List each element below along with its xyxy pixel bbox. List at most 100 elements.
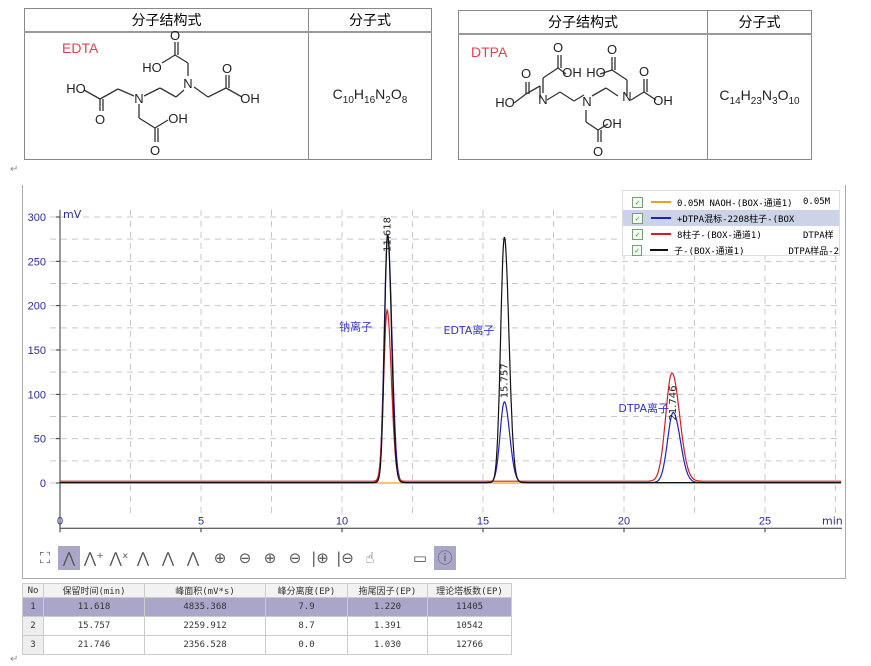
chromatogram-panel (22, 185, 846, 579)
zoom-in-y-icon[interactable]: |⊕ (311, 549, 329, 567)
chromatogram-chart[interactable]: 0 50 100 150 200 250 300 0 5 10 15 20 25 mV min 11.618 1… (0, 0, 871, 540)
bond-line (525, 85, 541, 95)
atom-label: N (183, 76, 192, 91)
series-line (60, 234, 842, 484)
atom-label: O (95, 112, 105, 127)
table-cell: 1 (22, 597, 44, 617)
legend-swatch (651, 201, 671, 203)
bond-line (154, 119, 169, 129)
pan-hand-icon[interactable]: ☝ (365, 549, 375, 567)
column-header[interactable]: 峰分离度(EP) (265, 583, 348, 598)
column-header[interactable]: 拖尾因子(EP) (347, 583, 428, 598)
legend-swatch (650, 249, 669, 251)
atom-label: N (622, 89, 631, 104)
peak-results-table: No 保留时间(min) 峰面积(mV*s) 峰分离度(EP) 拖尾因子(EP) 理论塔板… (22, 583, 512, 655)
peak-icon[interactable]: ⋀ (58, 546, 80, 570)
table-row[interactable]: 1 11.618 4835.368 7.9 1.220 11405 (22, 597, 512, 617)
legend-checkbox[interactable]: ✓ (632, 196, 643, 208)
legend-extra: 0.05M (803, 197, 831, 207)
table-row[interactable]: 2 15.757 2259.912 8.7 1.391 10542 (22, 616, 512, 636)
zoom-in-x-icon[interactable]: ⊕ (263, 549, 277, 567)
bond-line (599, 69, 613, 75)
legend-item[interactable]: ✓ 0.05M NAOH-(BOX-通道1) 0.05M (623, 194, 839, 210)
peak-annotation: EDTA离子 (444, 323, 495, 337)
legend-item[interactable]: ✓ +DTPA混标-2208柱子-(BOX-通道1) (623, 210, 839, 226)
table-cell: 4835.368 (144, 597, 266, 617)
y-tick-label: 50 (34, 434, 46, 446)
fit-all-icon[interactable]: ⛶ (39, 549, 51, 567)
molecular-formula: C10H16N2O8 (308, 31, 432, 160)
table-cell: 2259.912 (144, 616, 266, 636)
chart-legend: ✓ 0.05M NAOH-(BOX-通道1) 0.05M ✓ +DTPA混标-2208柱… (622, 190, 840, 258)
atom-label: OH (240, 91, 260, 106)
y-tick-label: 100 (28, 389, 46, 401)
legend-extra: DTPA样 (803, 230, 834, 241)
bond-line (207, 87, 227, 98)
legend-checkbox[interactable]: ✓ (632, 212, 643, 224)
bond-line (138, 117, 156, 129)
delete-peak-icon[interactable]: ⋀ˣ (109, 549, 129, 567)
baseline-icon[interactable]: ⋀ (136, 549, 150, 567)
x-axis-label: min (822, 514, 843, 527)
y-tick-label: 200 (28, 301, 46, 313)
bond-line (513, 93, 527, 104)
add-peak-icon[interactable]: ⋀⁺ (83, 549, 105, 567)
legend-item[interactable]: ✓ 8柱子-(BOX-通道1) DTPA样 (623, 226, 839, 242)
bond-line (559, 91, 575, 102)
legend-checkbox[interactable]: ✓ (632, 228, 643, 240)
edta-structure-table: 分子结构式 分子式 C10H16N2O8 (24, 8, 432, 160)
bond-line (630, 91, 645, 101)
atom-label: O (553, 40, 563, 55)
x-tick-label: 10 (336, 515, 348, 527)
table-cell: 1.220 (347, 597, 428, 617)
bond-line (225, 87, 243, 98)
structure-header: 分子结构式 (458, 10, 708, 35)
legend-item[interactable]: ✓ 子-(BOX-通道1) DTPA样品-2 (623, 242, 839, 258)
column-header[interactable]: 峰面积(mV*s) (144, 583, 266, 598)
bond-line (597, 123, 609, 131)
legend-label: 子-(BOX-通道1) (674, 246, 745, 257)
zoom-in-icon[interactable]: ⊕ (213, 549, 227, 567)
column-header[interactable]: No (22, 583, 44, 598)
zoom-out-y-icon[interactable]: |⊖ (336, 549, 354, 567)
bond-line (546, 91, 561, 101)
atom-label: O (150, 143, 160, 158)
split-peak-icon[interactable]: ⋀ (186, 549, 200, 567)
atom-label: N (582, 94, 591, 109)
table-cell: 10542 (427, 616, 512, 636)
table-cell: 2356.528 (144, 635, 266, 655)
x-tick-label: 15 (477, 515, 489, 527)
zoom-out-icon[interactable]: ⊖ (238, 549, 252, 567)
bond-line (591, 87, 607, 97)
bond-line (99, 88, 119, 100)
info-icon[interactable]: ⓘ (434, 546, 456, 570)
atom-label: N (538, 92, 547, 107)
zoom-out-x-icon[interactable]: ⊖ (288, 549, 302, 567)
legend-label: 8柱子-(BOX-通道1) (677, 230, 762, 241)
peak-width-icon[interactable]: ⋀ (161, 549, 175, 567)
table-cell: 1.391 (347, 616, 428, 636)
atom-label: N (134, 91, 143, 106)
bond-line (143, 87, 161, 97)
molecular-formula: C14H23N3O10 (707, 33, 812, 160)
x-tick-label: 5 (198, 515, 204, 527)
table-cell: 11.618 (43, 597, 145, 617)
molecule-name: EDTA (62, 40, 99, 56)
atom-label: OH (602, 116, 622, 131)
atom-label: HO (66, 81, 86, 96)
x-tick-label: 0 (57, 515, 63, 527)
column-header[interactable]: 理论塔板数(EP) (427, 583, 512, 598)
series-line (60, 308, 842, 482)
legend-checkbox[interactable]: ✓ (632, 244, 643, 256)
column-header[interactable]: 保留时间(min) (43, 583, 145, 598)
bond-line (605, 87, 619, 97)
table-row[interactable]: 3 21.746 2356.528 0.0 1.030 12766 (22, 635, 512, 655)
formula-header: 分子式 (308, 8, 432, 33)
structure-cell (458, 33, 708, 160)
ruler-icon[interactable]: ▭ (412, 549, 428, 567)
atom-label: O (593, 144, 603, 159)
paragraph-mark: ↵ (10, 654, 19, 665)
table-cell: 3 (22, 635, 44, 655)
table-cell: 15.757 (43, 616, 145, 636)
